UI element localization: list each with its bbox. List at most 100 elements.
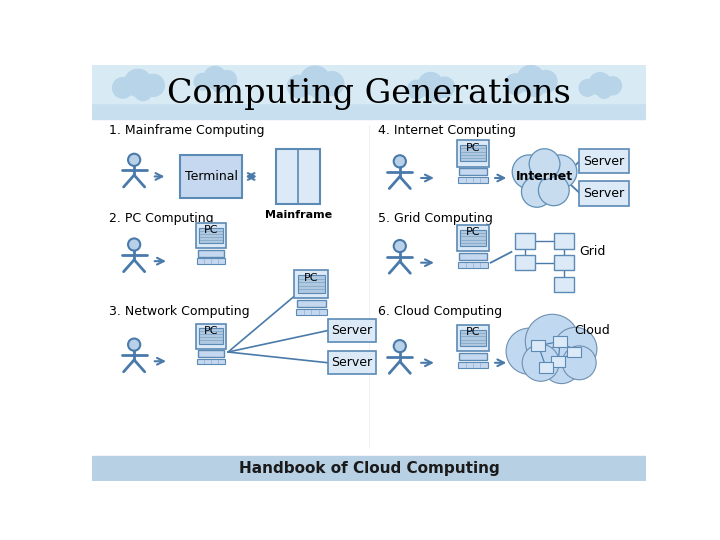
Circle shape: [287, 75, 310, 97]
Bar: [459, 177, 487, 183]
Bar: [92, 456, 647, 481]
Bar: [567, 347, 581, 357]
Circle shape: [520, 153, 570, 202]
Circle shape: [517, 65, 544, 92]
Circle shape: [408, 80, 426, 99]
Bar: [296, 309, 327, 315]
Bar: [516, 255, 535, 271]
Circle shape: [112, 78, 133, 98]
Text: Mainframe: Mainframe: [264, 211, 332, 220]
Circle shape: [522, 345, 559, 381]
Circle shape: [394, 156, 406, 167]
Circle shape: [506, 328, 552, 374]
Circle shape: [143, 75, 164, 96]
Text: Computing Generations: Computing Generations: [167, 78, 571, 110]
Bar: [197, 259, 225, 264]
Circle shape: [194, 73, 211, 90]
Circle shape: [526, 314, 579, 368]
Bar: [197, 359, 225, 364]
Circle shape: [527, 80, 544, 97]
Bar: [579, 181, 629, 206]
Text: Server: Server: [583, 187, 624, 200]
Text: Handbook of Cloud Computing: Handbook of Cloud Computing: [238, 461, 500, 476]
Bar: [459, 262, 487, 268]
Bar: [460, 330, 486, 346]
Text: 4. Internet Computing: 4. Internet Computing: [378, 124, 516, 137]
Bar: [276, 148, 320, 204]
Bar: [196, 224, 226, 248]
Circle shape: [542, 345, 581, 383]
Text: Server: Server: [583, 154, 624, 167]
Circle shape: [128, 239, 140, 251]
Bar: [457, 325, 489, 352]
Circle shape: [204, 66, 226, 89]
Text: 1. Mainframe Computing: 1. Mainframe Computing: [109, 124, 264, 137]
Circle shape: [128, 154, 140, 166]
Bar: [554, 276, 574, 292]
Text: Terminal: Terminal: [184, 170, 238, 183]
Bar: [459, 353, 487, 360]
Text: 2. PC Computing: 2. PC Computing: [109, 212, 213, 225]
Circle shape: [312, 82, 330, 100]
Circle shape: [320, 72, 343, 96]
Text: PC: PC: [466, 143, 480, 153]
Circle shape: [603, 77, 621, 95]
Circle shape: [539, 175, 570, 206]
Circle shape: [512, 155, 546, 189]
Bar: [460, 230, 486, 246]
Bar: [457, 140, 489, 167]
Circle shape: [218, 71, 236, 89]
Circle shape: [535, 71, 557, 92]
Bar: [553, 336, 567, 347]
Circle shape: [434, 77, 454, 97]
Bar: [531, 340, 545, 351]
Text: 3. Network Computing: 3. Network Computing: [109, 305, 249, 318]
Circle shape: [543, 155, 577, 189]
Text: 6. Cloud Computing: 6. Cloud Computing: [378, 305, 503, 318]
Circle shape: [428, 85, 443, 101]
Bar: [516, 233, 535, 249]
Bar: [459, 168, 487, 176]
Bar: [459, 362, 487, 368]
Text: Server: Server: [331, 356, 373, 369]
Circle shape: [521, 177, 552, 207]
Bar: [539, 362, 553, 373]
Bar: [554, 233, 574, 249]
Bar: [552, 356, 565, 367]
Circle shape: [394, 240, 406, 252]
Circle shape: [300, 66, 330, 96]
Bar: [294, 271, 328, 298]
Bar: [297, 275, 325, 293]
Circle shape: [212, 78, 226, 92]
Bar: [457, 225, 489, 251]
Bar: [579, 148, 629, 173]
Text: Server: Server: [331, 324, 373, 337]
Bar: [460, 145, 486, 161]
Circle shape: [579, 79, 596, 96]
Circle shape: [589, 73, 611, 95]
Circle shape: [505, 74, 526, 94]
Bar: [199, 328, 223, 343]
Text: PC: PC: [466, 227, 480, 238]
Circle shape: [554, 327, 597, 370]
Bar: [198, 250, 225, 257]
Bar: [198, 350, 225, 357]
Text: PC: PC: [466, 327, 480, 338]
Circle shape: [128, 339, 140, 350]
Text: PC: PC: [204, 226, 218, 235]
Bar: [459, 253, 487, 260]
Circle shape: [135, 84, 151, 100]
Bar: [92, 65, 647, 103]
Bar: [180, 156, 242, 198]
Text: Grid: Grid: [579, 245, 606, 259]
Bar: [328, 319, 376, 342]
Text: PC: PC: [304, 273, 318, 283]
Circle shape: [529, 148, 560, 179]
Text: 5. Grid Computing: 5. Grid Computing: [378, 212, 493, 225]
Circle shape: [562, 346, 596, 380]
Circle shape: [597, 84, 611, 98]
Bar: [297, 300, 326, 307]
Bar: [328, 351, 376, 374]
Circle shape: [125, 69, 151, 96]
Bar: [199, 228, 223, 244]
